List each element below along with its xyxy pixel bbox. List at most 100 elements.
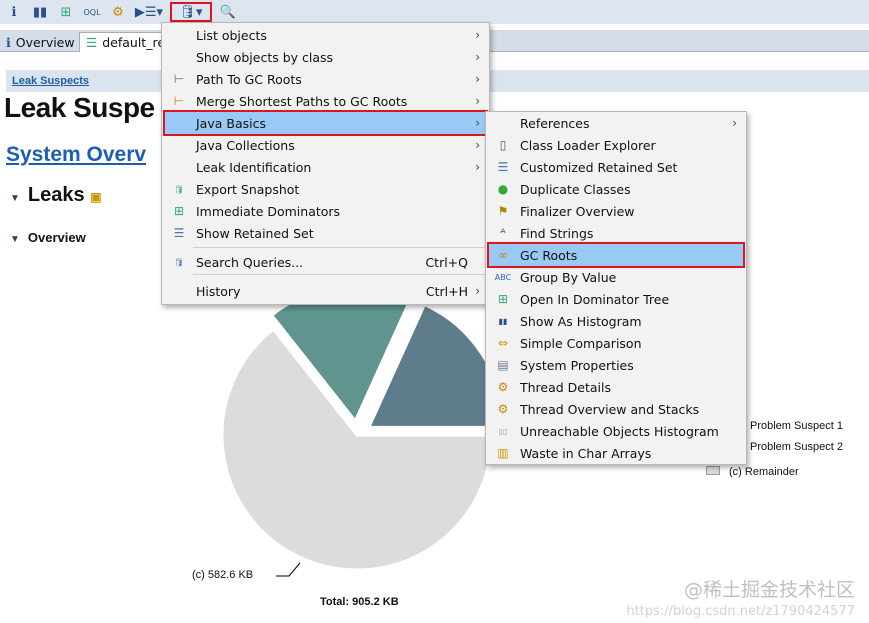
shortcut-label: Ctrl+Q (425, 254, 468, 270)
query-context-menu: List objects › Show objects by class › ⊢ Path… (161, 22, 490, 305)
menu-item-system-properties[interactable]: ▤ System Properties (489, 354, 743, 376)
menu-item-label: Open In Dominator Tree (520, 291, 670, 307)
oql-icon[interactable]: OQL (83, 7, 101, 17)
menu-item-label: Leak Identification (196, 159, 312, 175)
thread-gear-icon[interactable]: ⚙ (112, 4, 124, 20)
thread-gear-icon: ⚙ (497, 402, 509, 416)
menu-item-label: Duplicate Classes (520, 181, 631, 197)
collapse-icon: ▼ (10, 193, 20, 204)
watermark-url: https://blog.csdn.net/z1790424577 (626, 604, 855, 619)
menu-item-immediate-dominators[interactable]: ⊞ Immediate Dominators (165, 200, 486, 222)
pie-slice-remainder (220, 326, 494, 572)
dominator-tree-icon[interactable]: ⊞ (60, 4, 72, 20)
menu-item-class-loader-explorer[interactable]: ▯ Class Loader Explorer (489, 134, 743, 156)
menu-item-label: Show Retained Set (196, 225, 314, 241)
menu-item-finalizer-overview[interactable]: ⚑ Finalizer Overview (489, 200, 743, 222)
path-icon: ⊢ (173, 72, 185, 86)
menu-item-label: Group By Value (520, 269, 617, 285)
menu-item-label: Waste in Char Arrays (520, 445, 652, 461)
breadcrumb[interactable]: Leak Suspects (12, 75, 90, 87)
menu-item-waste-in-char-arrays[interactable]: ▥ Waste in Char Arrays (489, 442, 743, 464)
collapse-icon: ▼ (10, 234, 20, 245)
menu-item-label: List objects (196, 27, 267, 43)
menu-item-export-snapshot[interactable]: 🛢 Export Snapshot (165, 178, 486, 200)
histogram-icon: ▮▮ (498, 316, 508, 326)
menu-item-open-in-dominator-tree[interactable]: ⊞ Open In Dominator Tree (489, 288, 743, 310)
menu-item-thread-overview-and-stacks[interactable]: ⚙ Thread Overview and Stacks (489, 398, 743, 420)
info-icon[interactable]: ℹ (11, 4, 17, 20)
menu-item-label: Class Loader Explorer (520, 137, 656, 153)
menu-item-history[interactable]: History Ctrl+H › (165, 280, 486, 302)
shortcut-label: Ctrl+H (425, 283, 468, 299)
menu-item-label: Show objects by class (196, 49, 334, 65)
unreachable-histogram-icon: ▯▯ (498, 426, 508, 436)
overview-heading[interactable]: ▼ Overview (10, 230, 86, 245)
class-loader-icon: ▯ (499, 138, 507, 152)
menu-item-show-objects-by-class[interactable]: Show objects by class › (165, 46, 486, 68)
watermark: @稀土掘金技术社区 (683, 579, 855, 601)
menu-item-group-by-value[interactable]: ABC Group By Value (489, 266, 743, 288)
page-title: Leak Suspe (4, 92, 155, 123)
menu-item-gc-roots[interactable]: ∞ GC Roots (487, 242, 745, 268)
menu-item-label: GC Roots (520, 247, 578, 263)
menu-item-label: System Properties (520, 357, 634, 373)
menu-item-label: Unreachable Objects Histogram (520, 423, 719, 439)
menu-item-thread-details[interactable]: ⚙ Thread Details (489, 376, 743, 398)
dominator-icon: ⊞ (173, 204, 185, 218)
menu-item-label: Finalizer Overview (520, 203, 635, 219)
chevron-right-icon: › (475, 116, 480, 130)
details-icon[interactable]: ▣ (90, 190, 102, 204)
query-icon: 🛢 (173, 257, 185, 267)
legend-item: (c) Remainder (706, 466, 799, 479)
retained-set-icon: ☰ (173, 226, 185, 240)
group-value-icon: ABC (494, 272, 512, 282)
menu-item-leak-identification[interactable]: Leak Identification › (165, 156, 486, 178)
tab-overview[interactable]: ℹ Overview (6, 34, 75, 50)
menu-item-list-objects[interactable]: List objects › (165, 24, 486, 46)
pie-leader-line (276, 562, 301, 577)
chevron-right-icon: › (475, 284, 480, 298)
menu-item-references[interactable]: References › (489, 112, 743, 134)
menu-item-search-queries[interactable]: 🛢 Search Queries... Ctrl+Q (165, 251, 486, 273)
thread-gear-icon: ⚙ (497, 380, 509, 394)
report-icon[interactable]: ▶☰▾ (134, 4, 164, 20)
menu-item-label: Thread Details (520, 379, 612, 395)
menu-item-simple-comparison[interactable]: ⇔ Simple Comparison (489, 332, 743, 354)
chevron-right-icon: › (732, 116, 737, 130)
leaks-heading[interactable]: ▼ Leaks ▣ (10, 184, 102, 206)
menu-item-duplicate-classes[interactable]: ● Duplicate Classes (489, 178, 743, 200)
char-array-icon: ▥ (497, 446, 509, 460)
menu-separator (193, 274, 485, 275)
menu-item-unreachable-objects-histogram[interactable]: ▯▯ Unreachable Objects Histogram (489, 420, 743, 442)
menu-item-show-retained-set[interactable]: ☰ Show Retained Set (165, 222, 486, 244)
menu-item-label: History (196, 283, 241, 299)
system-overview-link[interactable]: System Overv (6, 143, 147, 166)
query-browser-icon[interactable]: 🛢▾ (170, 2, 212, 22)
menu-item-merge-shortest-paths-to-gc-roots[interactable]: ⊢ Merge Shortest Paths to GC Roots › (165, 90, 486, 112)
chevron-right-icon: › (475, 94, 480, 108)
menu-item-label: Thread Overview and Stacks (520, 401, 700, 417)
java-basics-submenu: References › ▯ Class Loader Explorer ☰ Custom… (485, 111, 747, 465)
menu-item-customized-retained-set[interactable]: ☰ Customized Retained Set (489, 156, 743, 178)
menu-item-show-as-histogram[interactable]: ▮▮ Show As Histogram (489, 310, 743, 332)
menu-item-label: Path To GC Roots (196, 71, 302, 87)
legend-item: Problem Suspect 1 (750, 420, 843, 432)
search-icon[interactable]: 🔍 (219, 4, 237, 20)
report-icon: ☰ (86, 35, 98, 50)
menu-item-label: Simple Comparison (520, 335, 642, 351)
menu-item-label: Immediate Dominators (196, 203, 341, 219)
menu-item-java-collections[interactable]: Java Collections › (165, 134, 486, 156)
pie-label-remainder: (c) 582.6 KB (192, 569, 254, 581)
menu-item-find-strings[interactable]: ᴬ Find Strings (489, 222, 743, 244)
menu-item-path-to-gc-roots[interactable]: ⊢ Path To GC Roots › (165, 68, 486, 90)
compare-icon: ⇔ (497, 336, 509, 350)
tab-default-report[interactable]: ☰ default_re (79, 32, 173, 52)
menu-separator (193, 247, 485, 248)
menu-item-label: References (520, 115, 590, 131)
histogram-icon[interactable]: ▮▮ (32, 4, 48, 20)
menu-item-label: Merge Shortest Paths to GC Roots (196, 93, 408, 109)
finalizer-icon: ⚑ (497, 204, 509, 218)
menu-item-java-basics[interactable]: Java Basics › (163, 110, 488, 136)
export-icon: 🛢 (173, 184, 185, 194)
retained-set-icon: ☰ (497, 160, 509, 174)
